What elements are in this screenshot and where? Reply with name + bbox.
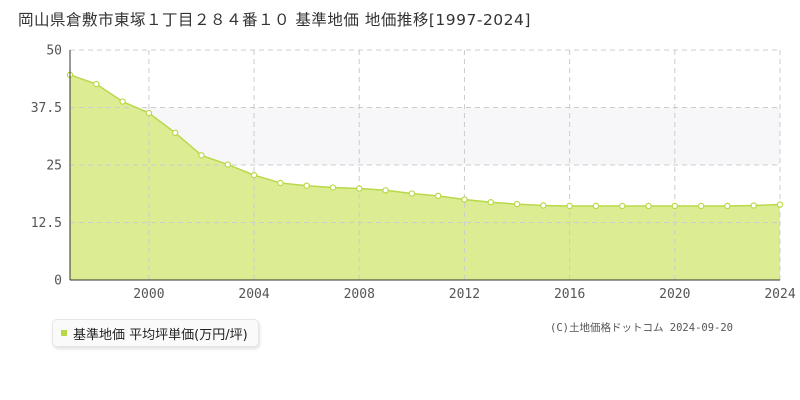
data-point xyxy=(119,98,126,105)
data-point xyxy=(461,196,468,203)
data-point xyxy=(697,202,705,210)
legend-label: 基準地価 平均坪単価(万円/坪) xyxy=(73,327,248,343)
data-point xyxy=(619,202,626,210)
data-point xyxy=(171,129,179,136)
legend: 基準地価 平均坪単価(万円/坪) xyxy=(52,319,259,347)
x-tick-label: 2020 xyxy=(659,287,690,302)
data-point xyxy=(566,202,573,210)
plot-bg-top xyxy=(70,50,780,108)
area-fill xyxy=(70,74,780,280)
data-point xyxy=(93,80,100,88)
y-tick-label: 12.5 xyxy=(31,216,62,231)
data-point xyxy=(750,202,757,209)
data-point xyxy=(513,200,521,208)
y-tick-label: 50 xyxy=(46,44,62,59)
y-tick-label: 0 xyxy=(54,274,62,289)
legend-swatch xyxy=(61,330,67,336)
y-tick-label: 37.5 xyxy=(31,101,62,116)
data-point xyxy=(592,202,600,210)
data-point xyxy=(776,201,784,208)
data-point xyxy=(434,192,442,200)
data-point xyxy=(540,202,547,209)
data-point xyxy=(303,182,310,189)
y-tick-label: 25 xyxy=(46,159,62,174)
copyright-text: (C)土地価格ドットコム 2024-09-20 xyxy=(550,322,734,334)
series-line xyxy=(69,74,781,207)
data-point xyxy=(198,152,205,159)
data-point xyxy=(645,202,652,210)
data-point xyxy=(382,187,389,194)
data-point xyxy=(277,179,284,187)
x-tick-label: 2016 xyxy=(554,287,585,302)
x-tick-label: 2000 xyxy=(133,287,164,302)
x-tick-label: 2012 xyxy=(449,287,480,302)
data-point xyxy=(224,161,231,168)
data-point xyxy=(408,190,416,197)
data-point xyxy=(487,199,494,206)
data-point xyxy=(724,202,731,210)
data-point xyxy=(671,202,679,210)
x-tick-label: 2024 xyxy=(764,287,795,302)
x-tick-label: 2008 xyxy=(344,287,375,302)
x-tick-label: 2004 xyxy=(238,287,269,302)
data-point xyxy=(145,109,153,117)
data-point xyxy=(356,185,363,192)
data-point xyxy=(250,171,258,179)
chart-title: 岡山県倉敷市東塚１丁目２８４番１０ 基準地価 地価推移[1997-2024] xyxy=(18,11,531,29)
data-point xyxy=(329,184,337,191)
